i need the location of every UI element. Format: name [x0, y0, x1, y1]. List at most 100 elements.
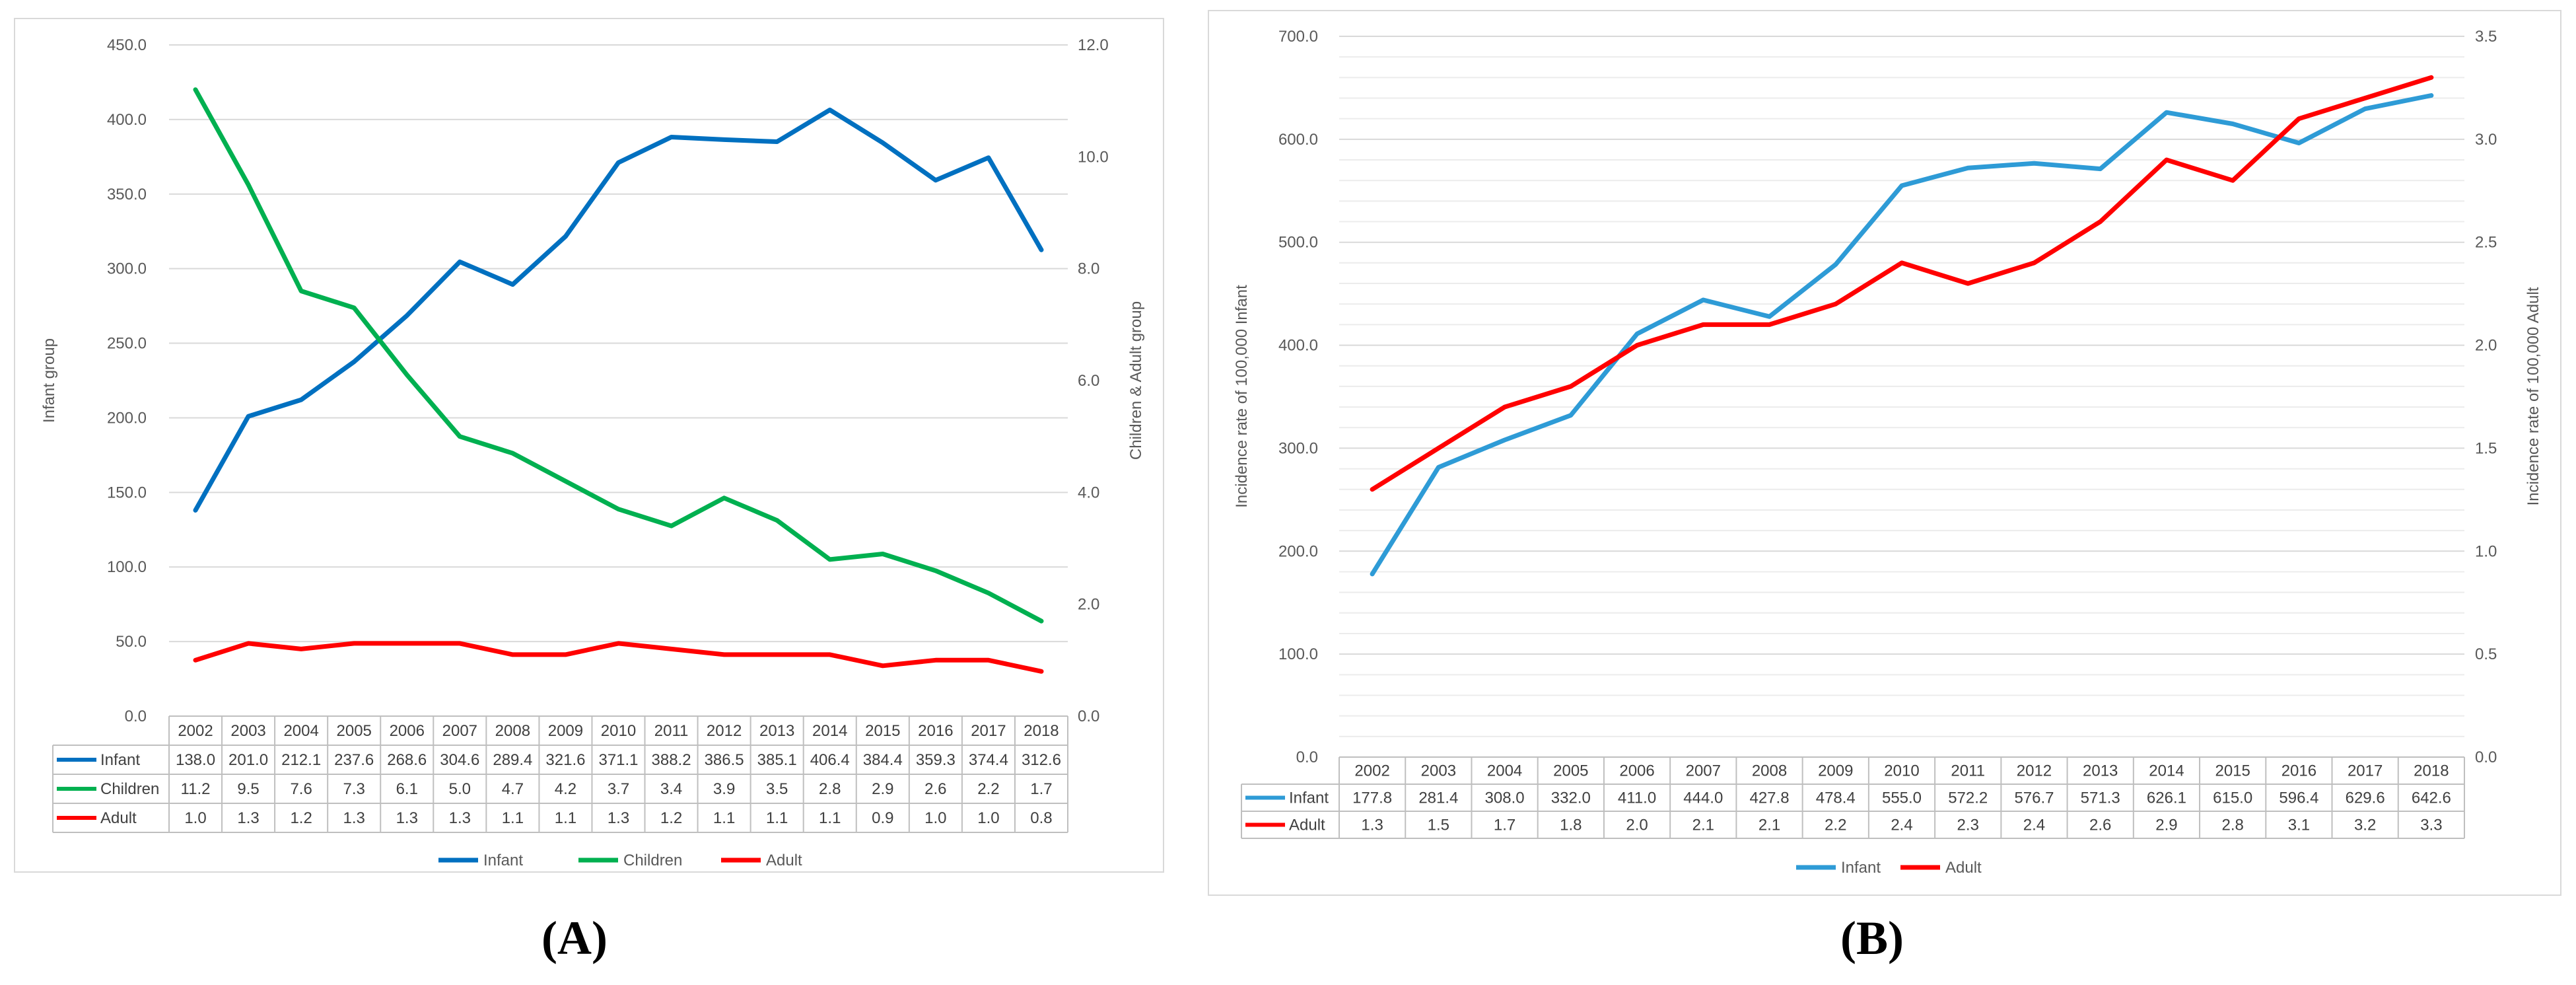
y-left-tick-label: 300.0	[107, 260, 147, 278]
table-cell-value: 1.1	[819, 809, 841, 827]
table-cell-value: 1.3	[608, 809, 629, 827]
table-cell-value: 321.6	[545, 751, 585, 769]
table-cell-value: 478.4	[1816, 789, 1856, 807]
table-cell-value: 5.0	[449, 780, 471, 798]
table-cell-value: 374.4	[969, 751, 1008, 769]
table-cell-value: 308.0	[1485, 789, 1525, 807]
table-cell-value: 1.1	[502, 809, 524, 827]
y-left-tick-label: 100.0	[107, 558, 147, 576]
table-cell-value: 1.3	[237, 809, 259, 827]
table-cell-value: 2.9	[872, 780, 893, 798]
table-cell-value: 615.0	[2213, 789, 2252, 807]
x-tick-label: 2008	[1752, 762, 1787, 780]
table-cell-value: 572.2	[1948, 789, 1988, 807]
x-tick-label: 2016	[2281, 762, 2316, 780]
y-left-tick-label: 450.0	[107, 36, 147, 54]
table-cell-value: 3.4	[660, 780, 682, 798]
table-series-name: Infant	[100, 751, 140, 769]
x-tick-label: 2002	[178, 722, 213, 740]
x-tick-label: 2011	[654, 722, 689, 740]
table-cell-value: 411.0	[1618, 789, 1656, 807]
y-right-tick-label: 2.0	[1078, 596, 1099, 614]
table-cell-value: 201.0	[228, 751, 268, 769]
table-cell-value: 1.3	[449, 809, 471, 827]
table-cell-value: 629.6	[2346, 789, 2385, 807]
table-cell-value: 2.8	[2221, 817, 2243, 834]
table-cell-value: 1.0	[184, 809, 206, 827]
table-cell-value: 1.2	[290, 809, 312, 827]
x-tick-label: 2011	[1951, 762, 1985, 780]
table-cell-value: 2.6	[2089, 817, 2111, 834]
table-cell-value: 1.5	[1428, 817, 1449, 834]
table-cell-value: 2.9	[2155, 817, 2177, 834]
table-series-name: Adult	[1289, 817, 1325, 834]
y-left-tick-label: 400.0	[1278, 337, 1318, 355]
x-tick-label: 2005	[1553, 762, 1588, 780]
series-line-adult	[1370, 75, 2434, 492]
y-left-tick-label: 50.0	[116, 633, 147, 651]
x-tick-label: 2009	[1818, 762, 1853, 780]
y-left-tick-label: 200.0	[107, 409, 147, 427]
series-line-children	[193, 87, 1044, 624]
x-tick-label: 2007	[1686, 762, 1721, 780]
table-cell-value: 3.2	[2354, 817, 2376, 834]
table-cell-value: 555.0	[1882, 789, 1922, 807]
table-cell-value: 388.2	[652, 751, 691, 769]
table-cell-value: 6.1	[396, 780, 418, 798]
y-right-tick-label: 4.0	[1078, 484, 1099, 501]
table-cell-value: 1.0	[924, 809, 946, 827]
y-right-axis-title: Children & Adult group	[1127, 301, 1145, 460]
table-cell-value: 177.8	[1352, 789, 1392, 807]
x-tick-label: 2008	[495, 722, 530, 740]
table-cell-value: 1.0	[977, 809, 999, 827]
y-right-tick-label: 0.5	[2475, 645, 2497, 663]
table-cell-value: 9.5	[237, 780, 259, 798]
x-tick-label: 2017	[2348, 762, 2383, 780]
x-tick-label: 2003	[1421, 762, 1456, 780]
y-left-tick-label: 500.0	[1278, 234, 1318, 252]
data-table: 2002 2003 2004 2005 2006 2007 2008 2009 2010 2011…	[1241, 756, 2465, 839]
table-cell-value: 1.7	[1030, 780, 1052, 798]
table-cell-value: 444.0	[1683, 789, 1723, 807]
table-cell-value: 4.7	[502, 780, 524, 798]
x-tick-label: 2010	[601, 722, 636, 740]
y-right-tick-label: 6.0	[1078, 372, 1099, 390]
table-cell-value: 7.6	[290, 780, 312, 798]
x-tick-label: 2003	[230, 722, 265, 740]
x-tick-label: 2009	[548, 722, 583, 740]
x-tick-label: 2017	[971, 722, 1006, 740]
x-tick-label: 2014	[2149, 762, 2184, 780]
y-left-tick-label: 200.0	[1278, 542, 1318, 560]
table-series-name: Children	[100, 780, 159, 798]
table-cell-value: 281.4	[1418, 789, 1458, 807]
legend-label-children: Children	[623, 852, 682, 869]
y-right-tick-label: 1.5	[2475, 439, 2497, 457]
table-cell-value: 3.3	[2420, 817, 2442, 834]
y-right-tick-label: 2.0	[2475, 337, 2497, 355]
y-right-tick-label: 1.0	[2475, 542, 2497, 560]
y-left-tick-label: 150.0	[107, 484, 147, 501]
x-tick-label: 2006	[390, 722, 425, 740]
table-cell-value: 2.2	[977, 780, 999, 798]
x-tick-label: 2014	[812, 722, 847, 740]
table-cell-value: 427.8	[1749, 789, 1789, 807]
x-tick-label: 2013	[2083, 762, 2118, 780]
y-right-tick-label: 12.0	[1078, 36, 1109, 54]
table-cell-value: 1.1	[713, 809, 735, 827]
table-cell-value: 2.4	[2023, 817, 2045, 834]
table-cell-value: 1.3	[1361, 817, 1383, 834]
legend-label-adult: Adult	[1945, 859, 1982, 877]
series-line-infant	[193, 107, 1044, 513]
table-cell-value: 384.4	[863, 751, 903, 769]
x-tick-label: 2016	[918, 722, 953, 740]
chart-panel-a: 0.0 50.0 100.0 150.0 200.0 250.0 300.0 350.0 400…	[14, 18, 1164, 873]
x-tick-label: 2015	[2215, 762, 2250, 780]
table-cell-value: 1.1	[555, 809, 576, 827]
table-cell-value: 2.8	[819, 780, 841, 798]
table-cell-value: 596.4	[2279, 789, 2318, 807]
table-cell-value: 11.2	[181, 780, 211, 798]
table-cell-value: 1.3	[343, 809, 365, 827]
y-left-tick-label: 100.0	[1278, 645, 1318, 663]
x-tick-label: 2010	[1884, 762, 1919, 780]
